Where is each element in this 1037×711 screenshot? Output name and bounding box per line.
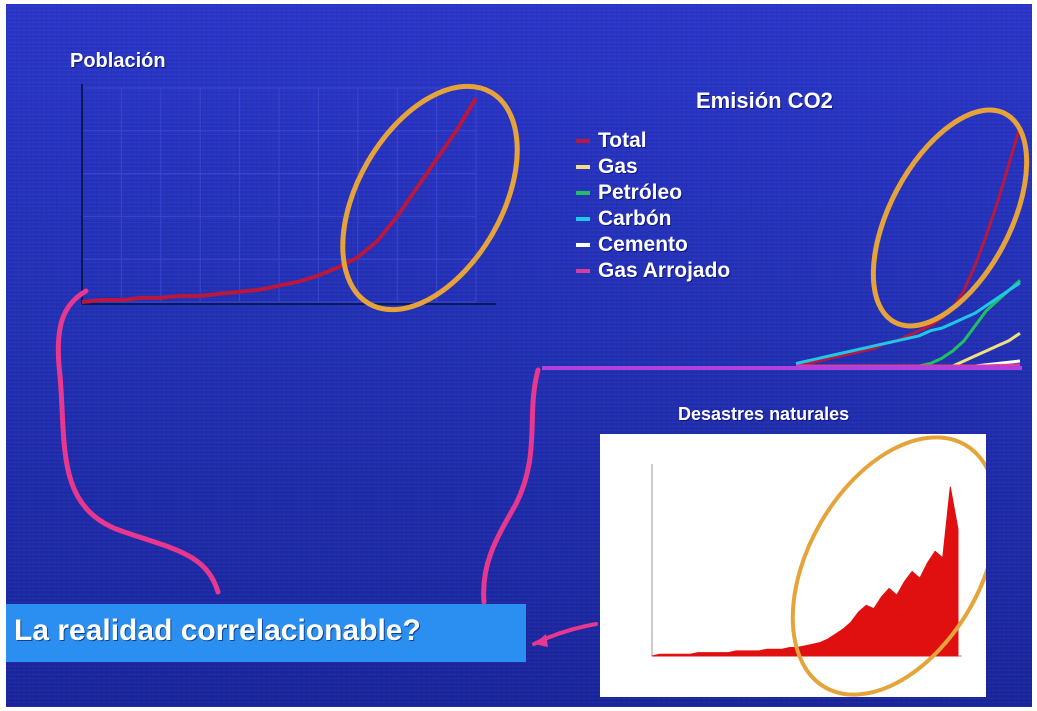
co2-series-line-total <box>796 126 1022 365</box>
disasters-chart-title: Desastres naturales <box>678 404 850 424</box>
disasters-area <box>651 486 959 657</box>
co2-legend-label: Cemento <box>598 233 688 256</box>
co2-legend-label: Carbón <box>598 207 672 230</box>
disasters-chart-panel <box>600 434 986 697</box>
co2-legend-swatch <box>576 269 590 273</box>
co2-legend-item: Cemento <box>576 232 730 258</box>
disasters-series <box>651 486 959 657</box>
connector-arrowhead <box>534 634 548 647</box>
presentation-slide: Población Emisión CO2 Total Gas Petróleo Ca… <box>6 4 1032 707</box>
co2-legend-swatch <box>576 243 590 247</box>
disasters-chart <box>651 435 986 697</box>
question-text: La realidad correlacionable? <box>14 614 421 647</box>
population-series <box>81 97 478 304</box>
co2-emissions-chart <box>542 107 1030 370</box>
co2-legend-label: Gas Arrojado <box>598 259 731 282</box>
population-chart <box>81 83 520 313</box>
co2-legend-label: Total <box>598 129 647 152</box>
slide-graphics <box>55 83 1030 647</box>
co2-legend-item: Gas <box>576 154 730 180</box>
population-highlight-ellipse <box>340 83 520 313</box>
co2-legend-label: Gas <box>598 155 638 178</box>
population-chart-grid <box>81 87 477 303</box>
population-chart-title: Población <box>70 50 166 72</box>
co2-series <box>795 126 1022 368</box>
co2-legend-item: Gas Arrojado <box>576 258 730 284</box>
co2-legend-item: Total <box>576 128 730 154</box>
co2-legend-item: Carbón <box>576 206 730 232</box>
co2-legend-swatch <box>576 191 590 195</box>
question-banner: La realidad correlacionable? <box>6 604 526 662</box>
co2-series-line-petr-leo <box>796 279 1022 368</box>
co2-highlight-ellipse <box>870 107 1030 329</box>
co2-legend: Total Gas Petróleo Carbón Cemento Gas Arrojad… <box>576 128 730 284</box>
co2-legend-swatch <box>576 165 590 169</box>
co2-series-line-carb-n <box>795 281 1021 365</box>
co2-legend-item: Petróleo <box>576 180 730 206</box>
co2-legend-swatch <box>576 217 590 221</box>
left-connector-curve <box>55 288 221 595</box>
co2-legend-label: Petróleo <box>598 181 683 204</box>
co2-chart-title: Emisión CO2 <box>696 88 833 113</box>
co2-legend-swatch <box>576 139 590 143</box>
right-connector-curve <box>481 367 541 605</box>
co2-series-line-gas-arrojado <box>796 363 1021 368</box>
population-series-line <box>81 97 478 304</box>
disasters-highlight-ellipse <box>790 435 986 697</box>
